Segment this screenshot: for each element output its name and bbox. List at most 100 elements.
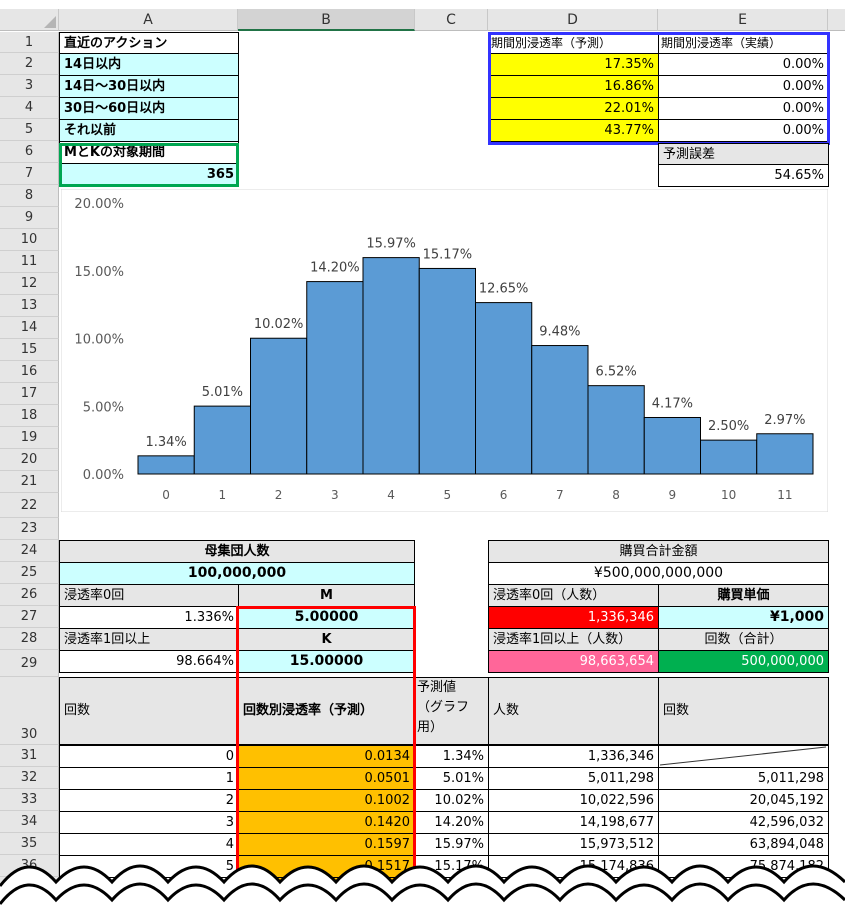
row-header[interactable]: 17 bbox=[0, 383, 59, 405]
select-all-corner[interactable] bbox=[0, 9, 59, 31]
row-header[interactable]: 18 bbox=[0, 405, 59, 427]
column-header-a[interactable]: A bbox=[59, 9, 238, 31]
row-header[interactable]: 34 bbox=[0, 811, 59, 833]
row-header[interactable]: 22 bbox=[0, 493, 59, 518]
row-header[interactable]: 20 bbox=[0, 449, 59, 471]
row-header[interactable]: 25 bbox=[0, 562, 59, 584]
cell-count[interactable]: 1 bbox=[59, 767, 239, 790]
row-header[interactable]: 2 bbox=[0, 53, 59, 75]
row-header[interactable]: 26 bbox=[0, 584, 59, 606]
cell-a2[interactable]: 14日以内 bbox=[59, 53, 239, 76]
column-header-c[interactable]: C bbox=[415, 9, 488, 31]
cell-people[interactable]: 14,198,677 bbox=[488, 811, 659, 834]
cell-d30[interactable]: 人数 bbox=[488, 677, 659, 745]
cell-e6[interactable]: 予測誤差 bbox=[658, 143, 829, 165]
cell-count[interactable]: 2 bbox=[59, 789, 239, 812]
row-header[interactable]: 4 bbox=[0, 97, 59, 119]
row-header[interactable]: 33 bbox=[0, 789, 59, 811]
bar-5[interactable] bbox=[418, 267, 476, 475]
cell-e29[interactable]: 500,000,000 bbox=[658, 650, 829, 673]
cell-d24[interactable]: 購買合計金額 bbox=[488, 540, 829, 563]
cell-pct[interactable]: 1.34% bbox=[414, 745, 489, 768]
column-header-b[interactable]: B bbox=[238, 9, 415, 31]
bar-11[interactable] bbox=[756, 433, 814, 475]
cell-a25[interactable]: 100,000,000 bbox=[59, 562, 415, 585]
cell-d26[interactable]: 浸透率0回（人数） bbox=[488, 584, 659, 607]
bar-2[interactable] bbox=[250, 337, 308, 475]
row-header[interactable]: 31 bbox=[0, 745, 59, 767]
row-header[interactable]: 13 bbox=[0, 295, 59, 317]
row-header[interactable]: 24 bbox=[0, 540, 59, 562]
cell-count[interactable]: 3 bbox=[59, 811, 239, 834]
cell-pct[interactable]: 5.01% bbox=[414, 767, 489, 790]
row-header[interactable]: 27 bbox=[0, 606, 59, 628]
cell-people[interactable]: 10,022,596 bbox=[488, 789, 659, 812]
row-header[interactable]: 35 bbox=[0, 833, 59, 855]
column-header-d[interactable]: D bbox=[488, 9, 658, 31]
cell-b29[interactable]: 15.00000 bbox=[238, 650, 415, 673]
column-header-e[interactable]: E bbox=[658, 9, 828, 31]
row-header[interactable]: 3 bbox=[0, 75, 59, 97]
bar-7[interactable] bbox=[531, 345, 589, 475]
bar-1[interactable] bbox=[193, 405, 251, 475]
distribution-bar-chart[interactable]: 0.00%5.00%10.00%15.00%20.00% 1.34%5.01%1… bbox=[61, 189, 828, 512]
cell-b26[interactable]: M bbox=[238, 584, 415, 607]
row-header[interactable]: 28 bbox=[0, 628, 59, 650]
cell-a24[interactable]: 母集団人数 bbox=[59, 540, 415, 563]
cell-a27[interactable]: 1.336% bbox=[59, 606, 239, 629]
bar-9[interactable] bbox=[643, 416, 701, 475]
row-header[interactable]: 15 bbox=[0, 339, 59, 361]
bar-6[interactable] bbox=[475, 302, 533, 475]
row-header[interactable]: 11 bbox=[0, 251, 59, 273]
cell-times[interactable]: 20,045,192 bbox=[658, 789, 829, 812]
row-header[interactable]: 21 bbox=[0, 471, 59, 493]
cell-b30[interactable]: 回数別浸透率（予測） bbox=[238, 677, 415, 745]
row-header[interactable]: 10 bbox=[0, 229, 59, 251]
row-header[interactable]: 7 bbox=[0, 163, 59, 185]
cell-a28[interactable]: 浸透率1回以上 bbox=[59, 628, 239, 651]
row-header[interactable]: 5 bbox=[0, 119, 59, 141]
cell-c30[interactable]: 予測値 （グラフ 用） bbox=[414, 677, 489, 745]
cell-pct[interactable]: 14.20% bbox=[414, 811, 489, 834]
cell-e30[interactable]: 回数 bbox=[658, 677, 829, 745]
cell-d29[interactable]: 98,663,654 bbox=[488, 650, 659, 673]
cell-a26[interactable]: 浸透率0回 bbox=[59, 584, 239, 607]
row-header[interactable]: 19 bbox=[0, 427, 59, 449]
row-header[interactable]: 16 bbox=[0, 361, 59, 383]
cell-a30[interactable]: 回数 bbox=[59, 677, 239, 745]
cell-pct[interactable]: 10.02% bbox=[414, 789, 489, 812]
cell-a4[interactable]: 30日～60日以内 bbox=[59, 97, 239, 120]
row-header[interactable]: 30 bbox=[0, 677, 59, 745]
cell-e7[interactable]: 54.65% bbox=[658, 164, 829, 187]
bar-0[interactable] bbox=[137, 455, 195, 475]
cell-a7[interactable]: 365 bbox=[59, 163, 239, 186]
bar-4[interactable] bbox=[362, 257, 420, 475]
row-header[interactable]: 14 bbox=[0, 317, 59, 339]
cell-e26[interactable]: 購買単価 bbox=[658, 584, 829, 607]
cell-count[interactable]: 0 bbox=[59, 745, 239, 768]
row-header[interactable]: 29 bbox=[0, 650, 59, 677]
row-header[interactable]: 12 bbox=[0, 273, 59, 295]
row-header[interactable]: 9 bbox=[0, 207, 59, 229]
bar-3[interactable] bbox=[306, 281, 364, 475]
bar-10[interactable] bbox=[700, 439, 758, 475]
row-header[interactable]: 32 bbox=[0, 767, 59, 789]
cell-d27[interactable]: 1,336,346 bbox=[488, 606, 659, 629]
cell-people[interactable]: 1,336,346 bbox=[488, 745, 659, 768]
row-header[interactable]: 1 bbox=[0, 32, 59, 53]
cell-e28[interactable]: 回数（合計） bbox=[658, 628, 829, 651]
cell-times[interactable]: 5,011,298 bbox=[658, 767, 829, 790]
row-header[interactable]: 23 bbox=[0, 518, 59, 540]
cell-times[interactable]: 42,596,032 bbox=[658, 811, 829, 834]
cell-a3[interactable]: 14日～30日以内 bbox=[59, 75, 239, 98]
cell-d5[interactable]: 43.77% bbox=[488, 119, 659, 142]
cell-a5[interactable]: それ以前 bbox=[59, 119, 239, 142]
cell-d25[interactable]: ¥500,000,000,000 bbox=[488, 562, 829, 585]
cell-a29[interactable]: 98.664% bbox=[59, 650, 239, 673]
row-header[interactable]: 8 bbox=[0, 185, 59, 207]
row-header[interactable]: 6 bbox=[0, 141, 59, 163]
cell-a1[interactable]: 直近のアクション bbox=[59, 32, 239, 54]
bar-8[interactable] bbox=[587, 385, 645, 475]
cell-people[interactable]: 5,011,298 bbox=[488, 767, 659, 790]
cell-e27[interactable]: ¥1,000 bbox=[658, 606, 829, 629]
